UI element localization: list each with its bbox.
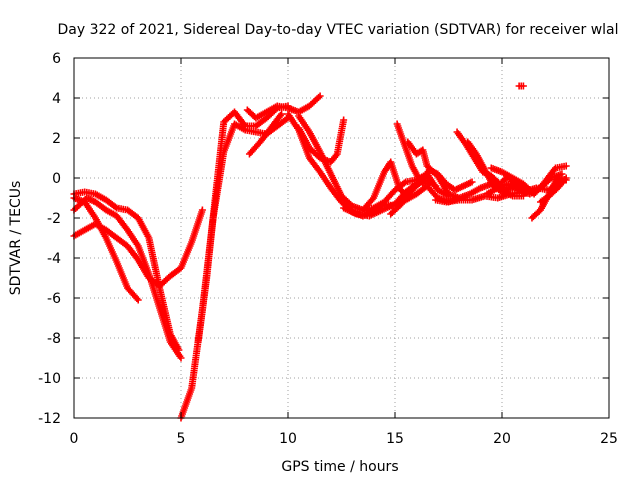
x-tick-label: 5 <box>177 431 186 447</box>
data-point <box>278 110 286 118</box>
y-tick-label: 2 <box>52 131 61 147</box>
y-tick-label: -4 <box>47 251 61 267</box>
data-point <box>316 92 324 100</box>
data-point <box>562 162 570 170</box>
data-point <box>315 93 323 101</box>
data-point <box>198 206 206 214</box>
series-track-14 <box>393 120 433 188</box>
series-track-4 <box>70 194 142 304</box>
x-tick-label: 20 <box>493 431 511 447</box>
x-axis-label: GPS time / hours <box>281 459 398 475</box>
axes: 0 5 10 15 20 25 -12 -10 -8 -6 -4 -2 0 2 4 6 <box>38 51 618 447</box>
series-track-8 <box>245 110 286 158</box>
data-point <box>175 346 183 354</box>
data-point <box>519 82 527 90</box>
y-tick-label: -8 <box>47 331 61 347</box>
plot-border <box>73 57 610 419</box>
data-point <box>400 179 408 187</box>
data-point <box>340 116 348 124</box>
series-track-24 <box>515 82 527 90</box>
chart-title: Day 322 of 2021, Sidereal Day-to-day VTE… <box>57 22 618 38</box>
y-axis-label: SDTVAR / TECUs <box>8 181 24 296</box>
data-point <box>432 182 440 190</box>
data-point <box>134 296 142 304</box>
series-track-23 <box>537 174 570 206</box>
series-track-5 <box>177 114 292 422</box>
data-point <box>468 178 476 186</box>
grid <box>74 58 609 418</box>
series-track-21 <box>483 170 566 198</box>
data-point <box>177 354 185 362</box>
x-tick-label: 0 <box>70 431 79 447</box>
y-tick-label: 0 <box>52 171 61 187</box>
x-tick-label: 15 <box>386 431 404 447</box>
x-tick-label: 25 <box>600 431 618 447</box>
y-tick-label: -12 <box>38 411 61 427</box>
y-tick-label: -2 <box>47 211 61 227</box>
y-tick-label: -6 <box>47 291 61 307</box>
data-point <box>562 174 570 182</box>
y-tick-label: -10 <box>38 371 61 387</box>
series-track-6 <box>194 102 292 346</box>
data-point <box>133 295 141 302</box>
x-tick-label: 10 <box>279 431 297 447</box>
data-points <box>70 82 570 422</box>
data-point <box>111 203 119 211</box>
series-track-7 <box>243 92 324 122</box>
data-point <box>425 180 433 188</box>
y-tick-label: 4 <box>52 91 61 107</box>
y-tick-label: 6 <box>52 51 61 67</box>
